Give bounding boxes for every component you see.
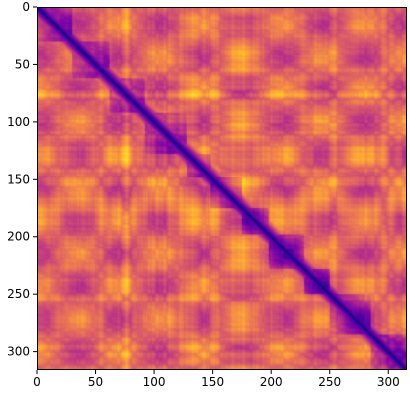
- x-tick-label: 150: [201, 375, 224, 389]
- x-tick-label: 300: [377, 375, 400, 389]
- x-axis: 0 50 100 150 200 250 300: [33, 370, 400, 389]
- x-tick-label: 0: [33, 375, 41, 389]
- x-tick-label: 250: [318, 375, 341, 389]
- plot-frame: [37, 7, 407, 370]
- x-tick-label: 100: [143, 375, 166, 389]
- y-tick-label: 250: [7, 287, 30, 301]
- y-tick-label: 150: [7, 172, 30, 186]
- y-tick-label: 50: [15, 57, 30, 71]
- y-tick-label: 200: [7, 230, 30, 244]
- x-tick-label: 50: [88, 375, 103, 389]
- heatmap-image-holder: [37, 7, 407, 370]
- heatmap-image: [37, 7, 407, 370]
- y-axis: 0 50 100 150 200 250 300: [7, 0, 37, 359]
- y-tick-label: 300: [7, 345, 30, 359]
- y-tick-label: 0: [22, 0, 30, 14]
- x-tick-label: 200: [260, 375, 283, 389]
- y-tick-label: 100: [7, 115, 30, 129]
